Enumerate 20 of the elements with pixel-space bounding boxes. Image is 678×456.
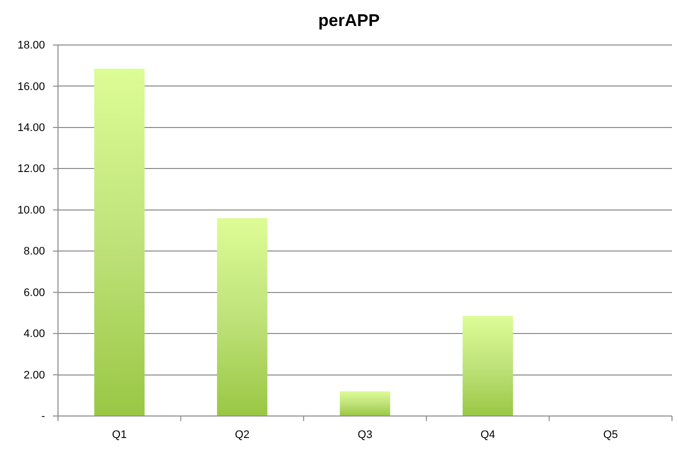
y-tick-label: 2.00 bbox=[24, 369, 45, 382]
x-tick-label: Q3 bbox=[358, 429, 372, 441]
y-tick-label: 4.00 bbox=[24, 328, 45, 340]
y-tick-label: 6.00 bbox=[24, 286, 45, 299]
y-tick-label: - bbox=[41, 410, 46, 423]
x-tick-label: Q2 bbox=[234, 429, 250, 441]
y-tick-label: 8.00 bbox=[24, 246, 45, 258]
y-tick-label: 16.00 bbox=[17, 80, 45, 93]
y-tick-label: 18.00 bbox=[17, 40, 45, 52]
bar bbox=[462, 316, 513, 416]
y-tick-label: 12.00 bbox=[17, 163, 45, 176]
x-tick-label: Q5 bbox=[603, 429, 618, 441]
chart-title: perAPP bbox=[318, 11, 380, 30]
bar bbox=[217, 218, 268, 416]
y-tick-label: 10.00 bbox=[17, 204, 45, 216]
x-tick-label: Q1 bbox=[112, 429, 127, 441]
x-tick-label: Q4 bbox=[480, 429, 496, 441]
bar bbox=[340, 391, 390, 416]
bar bbox=[94, 68, 145, 416]
y-tick-label: 14.00 bbox=[17, 122, 45, 134]
